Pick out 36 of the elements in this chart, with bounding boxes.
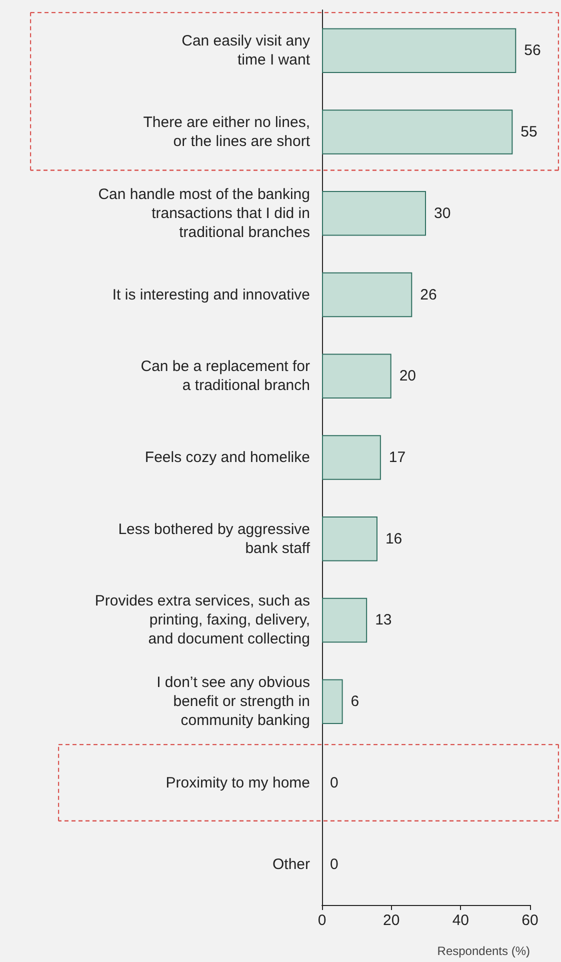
data-label: 17 (388, 449, 406, 466)
bar (322, 516, 378, 562)
y-tick-label: Provides extra services, such as printing, faxing, delivery, and document collecting (94, 592, 310, 648)
data-label: 16 (385, 530, 402, 548)
data-label: 26 (420, 286, 437, 304)
data-label: 0 (330, 856, 338, 873)
data-label: 56 (524, 42, 541, 60)
y-tick-label: It is interesting and innovative (112, 286, 310, 304)
bar (322, 191, 426, 236)
y-tick-label: Can easily visit any time I want (182, 32, 311, 69)
bar (322, 354, 392, 399)
y-tick-label: Less bothered by aggressive bank staff (118, 520, 311, 557)
bar (322, 272, 412, 318)
x-tick-label: 60 (522, 912, 538, 929)
bar (322, 679, 343, 724)
x-tick-label: 40 (452, 912, 470, 929)
data-label: 13 (375, 612, 392, 629)
y-tick-label: Can be a replacement for a traditional branch (140, 358, 310, 394)
bar (322, 28, 516, 74)
bar (322, 435, 381, 480)
x-tick-label: 20 (382, 912, 400, 929)
y-tick-label: There are either no lines, or the lines are short (143, 114, 311, 150)
bar (322, 598, 368, 643)
data-label: 6 (350, 693, 360, 710)
y-tick-label: Feels cozy and homelike (144, 449, 310, 466)
data-label: 55 (520, 124, 538, 141)
bar (322, 110, 513, 154)
data-label: 30 (434, 204, 451, 222)
y-tick-label: Proximity to my home (166, 774, 310, 792)
x-axis-title: Respondents (%) (437, 944, 530, 958)
data-label: 0 (330, 774, 338, 792)
y-tick-label: I don’t see any obvious benefit or strength in community banking (156, 674, 310, 730)
y-tick-label: Can handle most of the banking transactions that I did in traditional branches (98, 186, 310, 241)
data-label: 20 (399, 368, 416, 385)
y-tick-label: Other (272, 856, 310, 873)
x-tick-label: 0 (318, 912, 326, 929)
